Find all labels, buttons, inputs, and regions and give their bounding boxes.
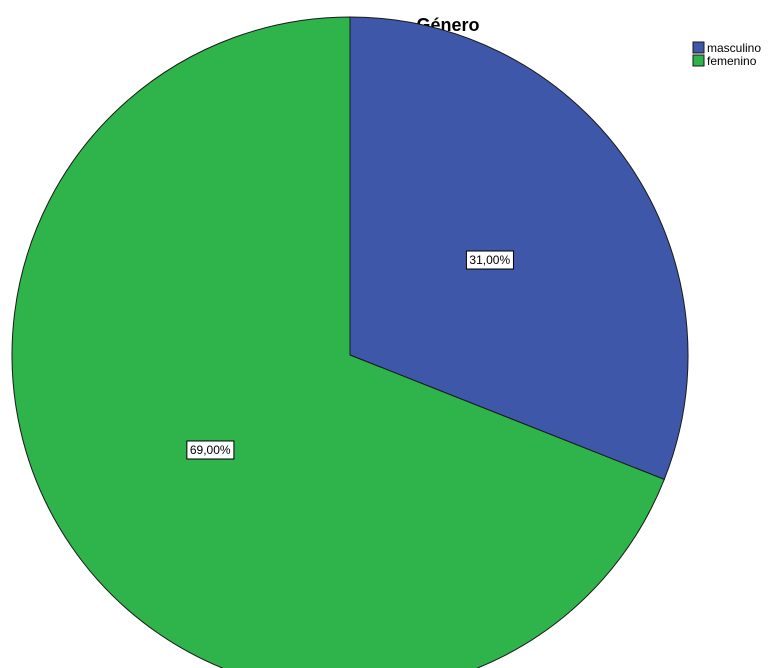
slice-label-masculino: 31,00% [465, 250, 514, 270]
legend-label: masculino [707, 41, 761, 55]
legend-item-masculino: masculino [692, 41, 761, 55]
pie-slice-masculino [349, 16, 689, 481]
slice-label-text: 69,00% [190, 443, 231, 457]
legend-swatch [692, 54, 705, 67]
legend-item-femenino: femenino [692, 54, 757, 68]
slice-labels: 31,00% 69,00% [186, 250, 514, 460]
slice-label-femenino: 69,00% [186, 440, 235, 460]
slice-label-box [186, 440, 235, 460]
slice-label-text: 31,00% [469, 253, 510, 267]
pie-slices [11, 16, 689, 668]
slice-label-box [465, 250, 514, 270]
pie-slice-femenino [11, 16, 665, 668]
legend-label: femenino [707, 54, 757, 68]
legend-swatch [692, 41, 705, 54]
